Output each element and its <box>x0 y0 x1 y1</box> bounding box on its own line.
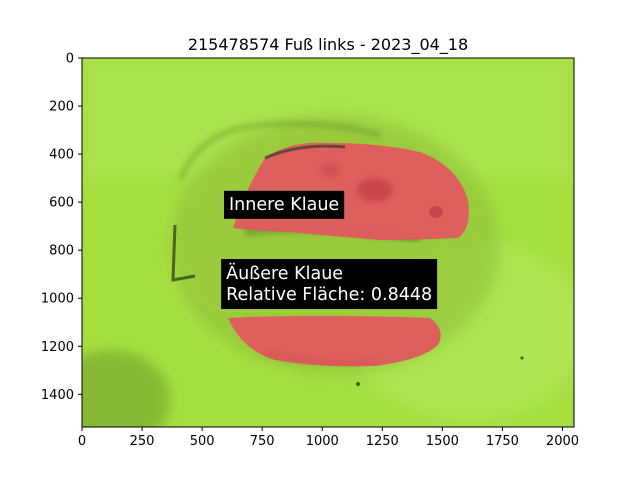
x-tick-label: 1250 <box>366 434 399 449</box>
annotation-box <box>221 259 438 310</box>
outer-claw-region <box>228 316 441 367</box>
chart-title: 215478574 Fuß links - 2023_04_18 <box>188 35 468 55</box>
y-axis: 0 200 400 600 800 1000 1200 1400 <box>41 52 82 403</box>
x-tick-label: 2000 <box>546 434 579 449</box>
annotation-inner: Innere Klaue <box>224 190 345 219</box>
y-tick-label: 1200 <box>41 340 74 355</box>
y-tick-label: 600 <box>49 196 74 211</box>
y-tick-label: 400 <box>49 148 74 163</box>
x-tick-label: 750 <box>250 434 275 449</box>
x-axis: 0 250 500 750 1000 1250 1500 1750 2000 <box>78 427 579 449</box>
x-tick-label: 1500 <box>426 434 459 449</box>
annotation-text: Innere Klaue <box>229 195 339 215</box>
x-tick-label: 250 <box>130 434 155 449</box>
y-tick-label: 1000 <box>41 292 74 307</box>
y-tick-label: 200 <box>49 100 74 115</box>
x-tick-label: 1000 <box>306 434 339 449</box>
axes-frame <box>81 57 575 428</box>
annotation-text: Relative Fläche: 0.8448 <box>226 285 432 305</box>
annotation-text: Äußere Klaue <box>226 263 343 284</box>
x-tick-label: 1750 <box>486 434 519 449</box>
y-tick-label: 1400 <box>41 388 74 403</box>
annotation-box <box>224 190 345 219</box>
hoof-photo <box>82 58 574 427</box>
y-tick-label: 800 <box>49 244 74 259</box>
x-tick-label: 500 <box>190 434 215 449</box>
x-tick-label: 0 <box>78 434 86 449</box>
y-tick-label: 0 <box>66 52 74 67</box>
